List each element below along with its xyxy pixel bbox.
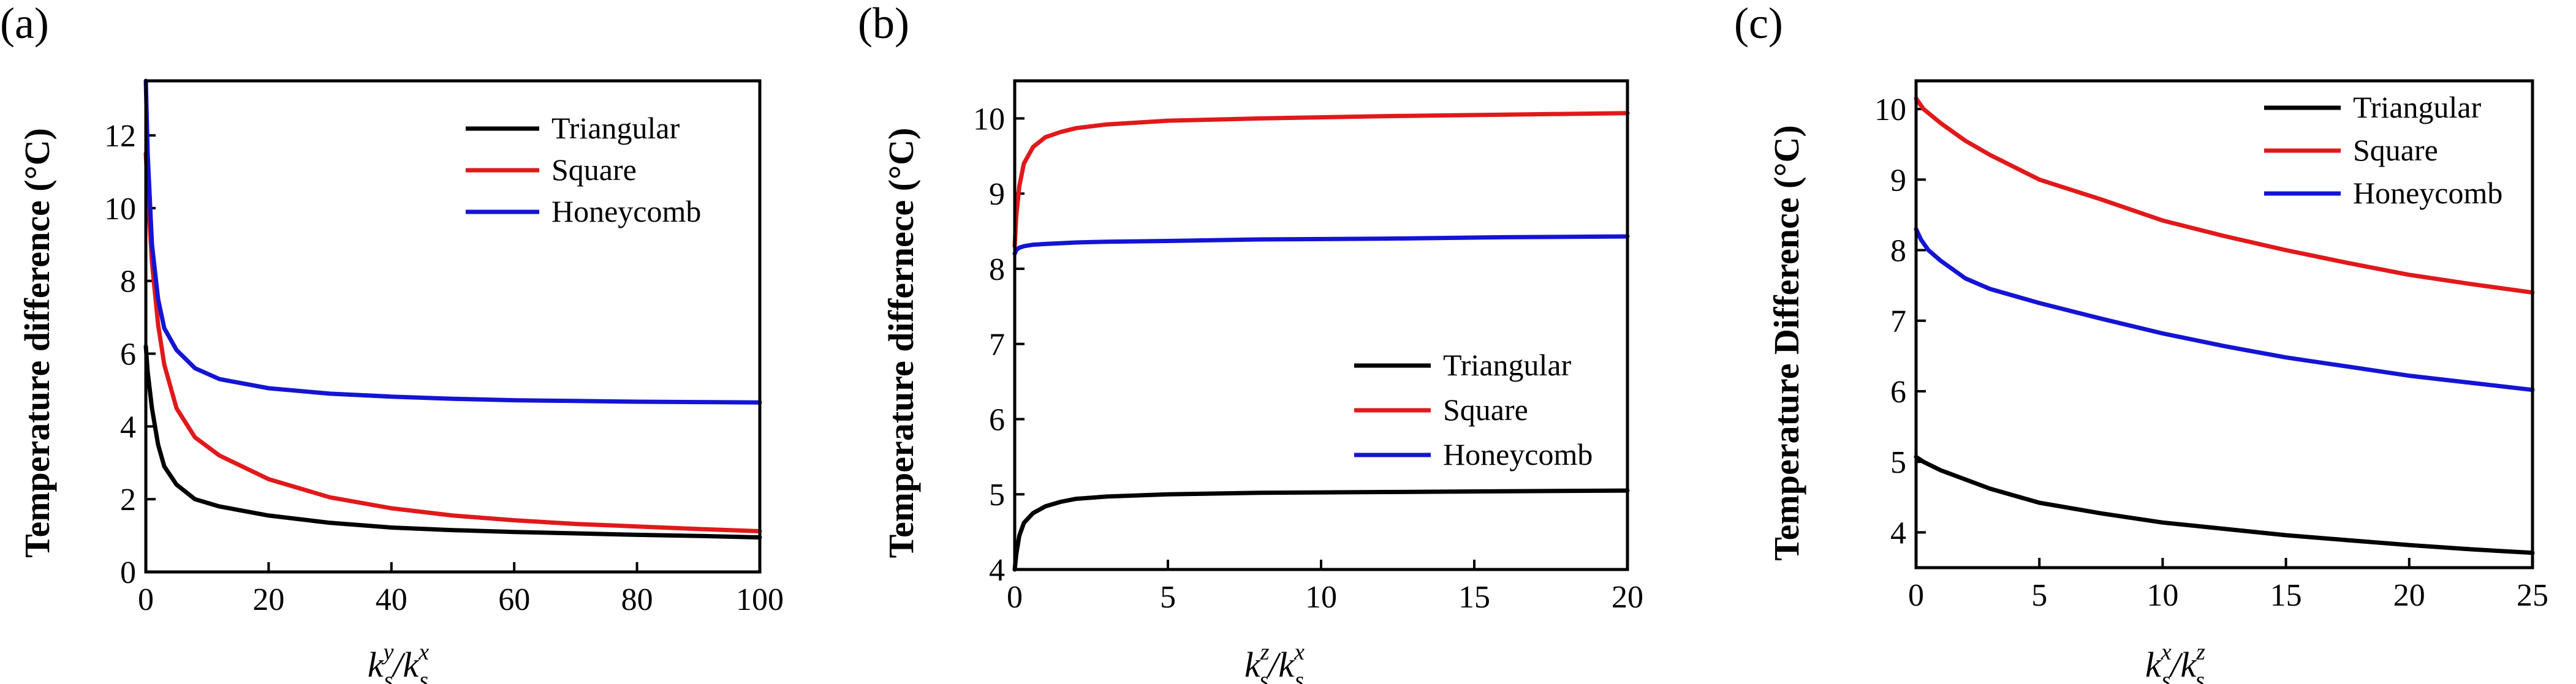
- x-tick-label: 20: [252, 582, 284, 617]
- chart-panel-c: (c) Temperature Difference (°C) kx s/kz s …: [1734, 0, 2548, 684]
- series-group: [1012, 111, 1630, 572]
- y-tick-label: 5: [1890, 445, 1906, 480]
- series-group: [143, 78, 762, 540]
- y-tick-label: 10: [973, 102, 1005, 137]
- x-tick-label: 20: [1612, 580, 1643, 615]
- y-tick-label: 7: [1890, 304, 1906, 339]
- y-tick-label: 8: [1890, 234, 1906, 269]
- legend: Triangular Square Honeycomb: [466, 111, 701, 228]
- panel-label: (b): [858, 0, 909, 48]
- y-axis-title: Temperature differnece (°C): [881, 128, 921, 558]
- y-tick-label: 0: [120, 555, 136, 590]
- series-group: [1914, 96, 2535, 555]
- x-tick-label: 5: [2031, 578, 2047, 613]
- x-tick-label: 80: [621, 582, 653, 617]
- series-line-honeycomb: [1914, 227, 2535, 393]
- panel-label: (c): [1734, 0, 1783, 48]
- plot-frame: [1013, 79, 1629, 571]
- y-tick-label: 4: [1890, 516, 1906, 551]
- x-tick-label: 60: [498, 582, 530, 617]
- y-axis-title: Temperature difference (°C): [17, 128, 57, 558]
- chart-panel-b: (b) Temperature differnece (°C) kz s/kx s …: [858, 0, 1643, 684]
- series-line-honeycomb: [143, 78, 762, 405]
- y-tick-label: 8: [989, 252, 1005, 287]
- series-line-honeycomb: [1012, 234, 1630, 256]
- x-tick-label: 20: [2393, 578, 2425, 613]
- legend-label-triangular: Triangular: [2353, 90, 2482, 124]
- panel-label: (a): [0, 0, 49, 48]
- axis-ticks: 0 20 40 60 80 100 0 2 4 6 8 10 12: [104, 119, 784, 617]
- x-tick-label: 40: [376, 582, 407, 617]
- x-tick-label: 0: [1908, 578, 1924, 613]
- y-tick-label: 5: [989, 478, 1005, 513]
- legend-label-honeycomb: Honeycomb: [1443, 437, 1593, 472]
- y-tick-label: 4: [989, 553, 1005, 588]
- x-tick-label: 10: [2146, 578, 2178, 613]
- y-tick-label: 9: [1890, 163, 1906, 198]
- x-tick-label: 0: [138, 582, 154, 617]
- legend-label-triangular: Triangular: [1443, 348, 1572, 382]
- x-tick-label: 15: [2270, 578, 2302, 613]
- axis-ticks: 0 5 10 15 20 4 5 6 7 8 9 10: [973, 102, 1643, 615]
- x-tick-label: 10: [1305, 580, 1337, 615]
- y-tick-label: 7: [989, 328, 1005, 363]
- legend: Triangular Square Honeycomb: [2264, 90, 2502, 210]
- chart-panel-a: (a) Temperature difference (°C) ky s/kx s …: [0, 0, 784, 684]
- series-line-square: [143, 151, 762, 533]
- legend-label-square: Square: [1443, 393, 1528, 427]
- series-line-triangular: [1914, 454, 2535, 555]
- y-tick-label: 6: [120, 337, 136, 372]
- x-tick-label: 5: [1160, 580, 1176, 615]
- x-axis-title: kz s/kx s: [1244, 639, 1305, 684]
- legend-label-triangular: Triangular: [551, 111, 680, 145]
- series-line-square: [1914, 96, 2535, 295]
- x-tick-label: 100: [736, 582, 784, 617]
- y-tick-label: 10: [1874, 92, 1906, 127]
- axis-ticks: 0 5 10 15 20 25 4 5 6 7 8 9 10: [1874, 92, 2548, 613]
- legend-label-square: Square: [551, 152, 637, 187]
- x-tick-label: 25: [2517, 578, 2548, 613]
- y-axis-title: Temperature Difference (°C): [1767, 125, 1806, 560]
- plot-frame: [1914, 79, 2534, 569]
- y-tick-label: 10: [104, 192, 136, 227]
- y-tick-label: 9: [989, 177, 1005, 212]
- legend-label-honeycomb: Honeycomb: [551, 194, 701, 228]
- y-tick-label: 2: [120, 483, 136, 517]
- x-tick-label: 0: [1007, 580, 1023, 615]
- legend-label-square: Square: [2353, 133, 2438, 167]
- x-axis-title: ky s/kx s: [368, 639, 429, 684]
- y-tick-label: 8: [120, 265, 136, 299]
- plot-frame: [144, 79, 762, 574]
- series-line-square: [1012, 111, 1630, 249]
- y-tick-label: 4: [120, 410, 136, 445]
- y-tick-label: 6: [989, 402, 1005, 437]
- y-tick-label: 6: [1890, 375, 1906, 410]
- x-tick-label: 15: [1458, 580, 1490, 615]
- series-line-triangular: [143, 344, 762, 540]
- x-axis-title: kx s/kz s: [2145, 639, 2205, 684]
- legend-label-honeycomb: Honeycomb: [2353, 176, 2502, 210]
- y-tick-label: 12: [104, 119, 136, 154]
- legend: Triangular Square Honeycomb: [1354, 348, 1593, 472]
- series-line-triangular: [1012, 488, 1630, 572]
